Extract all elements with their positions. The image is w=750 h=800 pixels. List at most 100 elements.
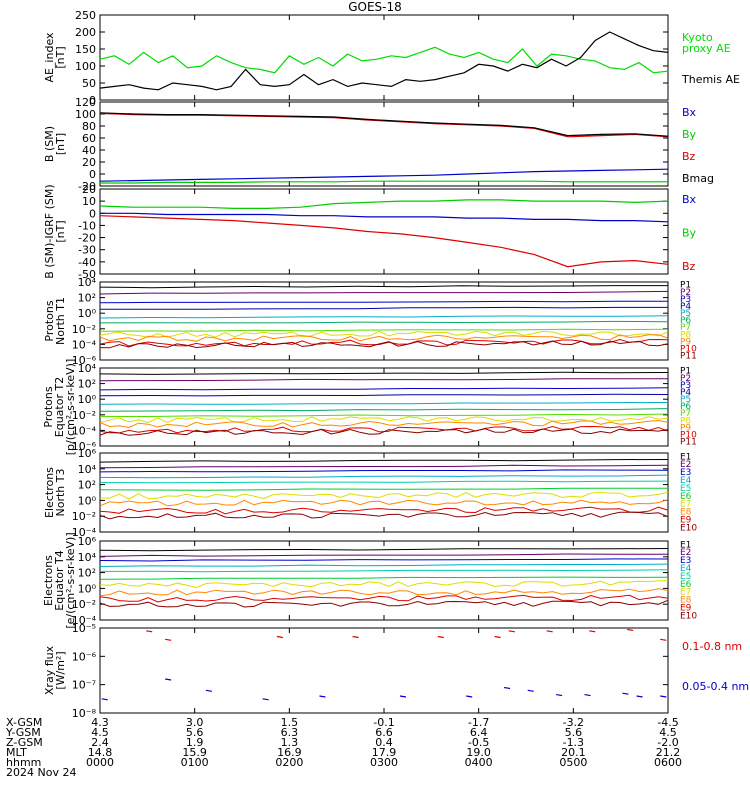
legend-entry-ee: E7 [680, 588, 691, 598]
legend-entry-en: E9 [680, 516, 692, 526]
legend-entry-en: E8 [680, 508, 692, 518]
legend-entry-xray: 0.1-0.8 nm [682, 640, 742, 653]
channel-line-en-E1 [99, 459, 669, 463]
orbit-row-value: -4.5 [657, 716, 678, 729]
channel-line-ee-E4 [99, 563, 669, 567]
data-point-0.1-0.8-nm [165, 638, 172, 641]
y-tick-label-bsm: 100 [75, 108, 96, 121]
y-axis-label-en: Electrons [43, 467, 56, 518]
channel-line-pn-P5 [99, 315, 669, 319]
series-line-ae-themis-ae [99, 31, 669, 91]
y-axis-label-pe: Equator T2 [53, 377, 66, 437]
orbit-row-label: MLT [6, 746, 27, 759]
legend-entry-bigrf: By [682, 227, 697, 240]
panel-frame-ee [99, 540, 669, 621]
orbit-row-value: 4.5 [659, 726, 677, 739]
y-tick-label-xray: 10⁻⁶ [72, 650, 97, 663]
legend-entry-ee: E8 [680, 596, 692, 606]
orbit-row-value: 0600 [654, 756, 682, 769]
date-label: 2024 Nov 24 [6, 766, 76, 779]
data-point-0.05-0.4-nm [556, 693, 563, 697]
legend-entry-pe: P1 [680, 367, 691, 377]
y-tick-label-ae: 0 [89, 94, 96, 107]
channel-line-pn-P9 [99, 334, 669, 342]
y-tick-label-pn: 10⁰ [78, 307, 97, 320]
channel-line-en-E3 [99, 469, 669, 473]
legend-entry-ae: Themis AE [681, 73, 740, 86]
channel-line-en-E7 [99, 491, 669, 500]
channel-line-pn-P2 [99, 290, 669, 295]
channel-line-en-E10 [99, 511, 669, 520]
legend-entry-bsm: Bmag [682, 172, 714, 185]
legend-entry-ee: E10 [680, 611, 697, 621]
y-tick-label-xray: 10⁻⁸ [72, 707, 97, 720]
series-line-bsm-bz [99, 112, 669, 138]
legend-entry-ee: E5 [680, 572, 691, 582]
legend-entry-pe: P3 [680, 381, 691, 391]
y-axis-label-ee: Electrons [42, 555, 55, 606]
channel-line-pn-P10 [99, 338, 669, 347]
orbit-row-value: -0.1 [373, 716, 394, 729]
data-point-0.05-0.4-nm [466, 695, 473, 698]
y-axis-label-pe: Protons [42, 386, 55, 427]
legend-entry-pe: P9 [680, 423, 691, 433]
orbit-row-value: 6.4 [470, 726, 488, 739]
orbit-row-value: 0200 [275, 756, 303, 769]
orbit-row-label: Y-GSM [5, 726, 41, 739]
data-point-0.05-0.4-nm [399, 695, 407, 698]
y-tick-label-xray: 10⁻⁷ [72, 679, 96, 692]
channel-line-ee-E9 [99, 594, 669, 603]
legend-entry-en: E6 [680, 492, 692, 502]
legend-entry-pn: P2 [680, 288, 691, 298]
y-axis-label-bigrf: B (SM)-IGRF (SM) [43, 184, 56, 278]
channel-line-pe-P11 [99, 428, 669, 436]
channel-line-en-E8 [99, 499, 669, 507]
legend-entry-xray: 0.05-0.4 nm [682, 680, 749, 693]
data-point-0.1-0.8-nm [546, 630, 553, 633]
y-tick-label-bigrf: 10 [82, 195, 96, 208]
y-tick-label-ae: 100 [75, 60, 96, 73]
y-tick-label-en: 10⁴ [78, 463, 97, 476]
orbit-row-value: 5.6 [565, 726, 583, 739]
channel-line-ee-E3 [99, 558, 669, 562]
legend-entry-en: E4 [680, 476, 692, 486]
legend-entry-pn: P10 [680, 344, 697, 354]
y-tick-label-bigrf: 0 [89, 207, 96, 220]
data-point-0.1-0.8-nm [276, 635, 283, 639]
orbit-row-value: 0000 [86, 756, 114, 769]
channel-line-en-E9 [99, 506, 669, 515]
y-tick-label-en: 10⁻⁴ [72, 526, 97, 539]
orbit-row-value: 19.0 [466, 746, 491, 759]
y-tick-label-bsm: 80 [82, 120, 96, 133]
channel-line-pn-P7 [99, 328, 669, 332]
series-line-bsm-bx [99, 168, 669, 182]
channel-line-pn-P4 [99, 306, 668, 310]
y-tick-label-pe: 10² [78, 378, 96, 391]
panel-frame-xray [99, 627, 669, 714]
legend-entry-pn: P1 [680, 281, 691, 291]
figure-title: GOES-18 [348, 0, 402, 14]
series-line-bigrf-by [99, 199, 669, 209]
y-tick-label-pn: 10⁻⁶ [72, 354, 97, 367]
legend-entry-pe: P6 [680, 402, 691, 412]
series-line-ae-kyoto-proxy-ae [99, 46, 669, 74]
legend-entry-pe: P5 [680, 395, 691, 405]
orbit-row-label: hhmm [6, 756, 41, 769]
data-point-0.1-0.8-nm [627, 628, 634, 632]
y-tick-label-pn: 10² [78, 292, 96, 305]
orbit-row-value: 14.8 [88, 746, 113, 759]
data-point-0.05-0.4-nm [319, 695, 326, 698]
y-tick-label-pn: 10⁴ [78, 276, 97, 289]
legend-entry-ee: E6 [680, 580, 692, 590]
y-tick-label-bsm: 120 [75, 96, 96, 109]
legend-entry-bsm: Bz [682, 150, 696, 163]
legend-entry-pn: P9 [680, 337, 691, 347]
channel-line-en-E2 [99, 464, 669, 469]
orbit-row-value: 20.1 [561, 746, 586, 759]
data-point-0.1-0.8-nm [437, 635, 444, 639]
y-tick-label-ae: 50 [82, 77, 96, 90]
series-line-bsm-by [100, 180, 668, 184]
channel-line-pe-P8 [99, 416, 669, 424]
legend-entry-pe: P7 [680, 409, 691, 419]
